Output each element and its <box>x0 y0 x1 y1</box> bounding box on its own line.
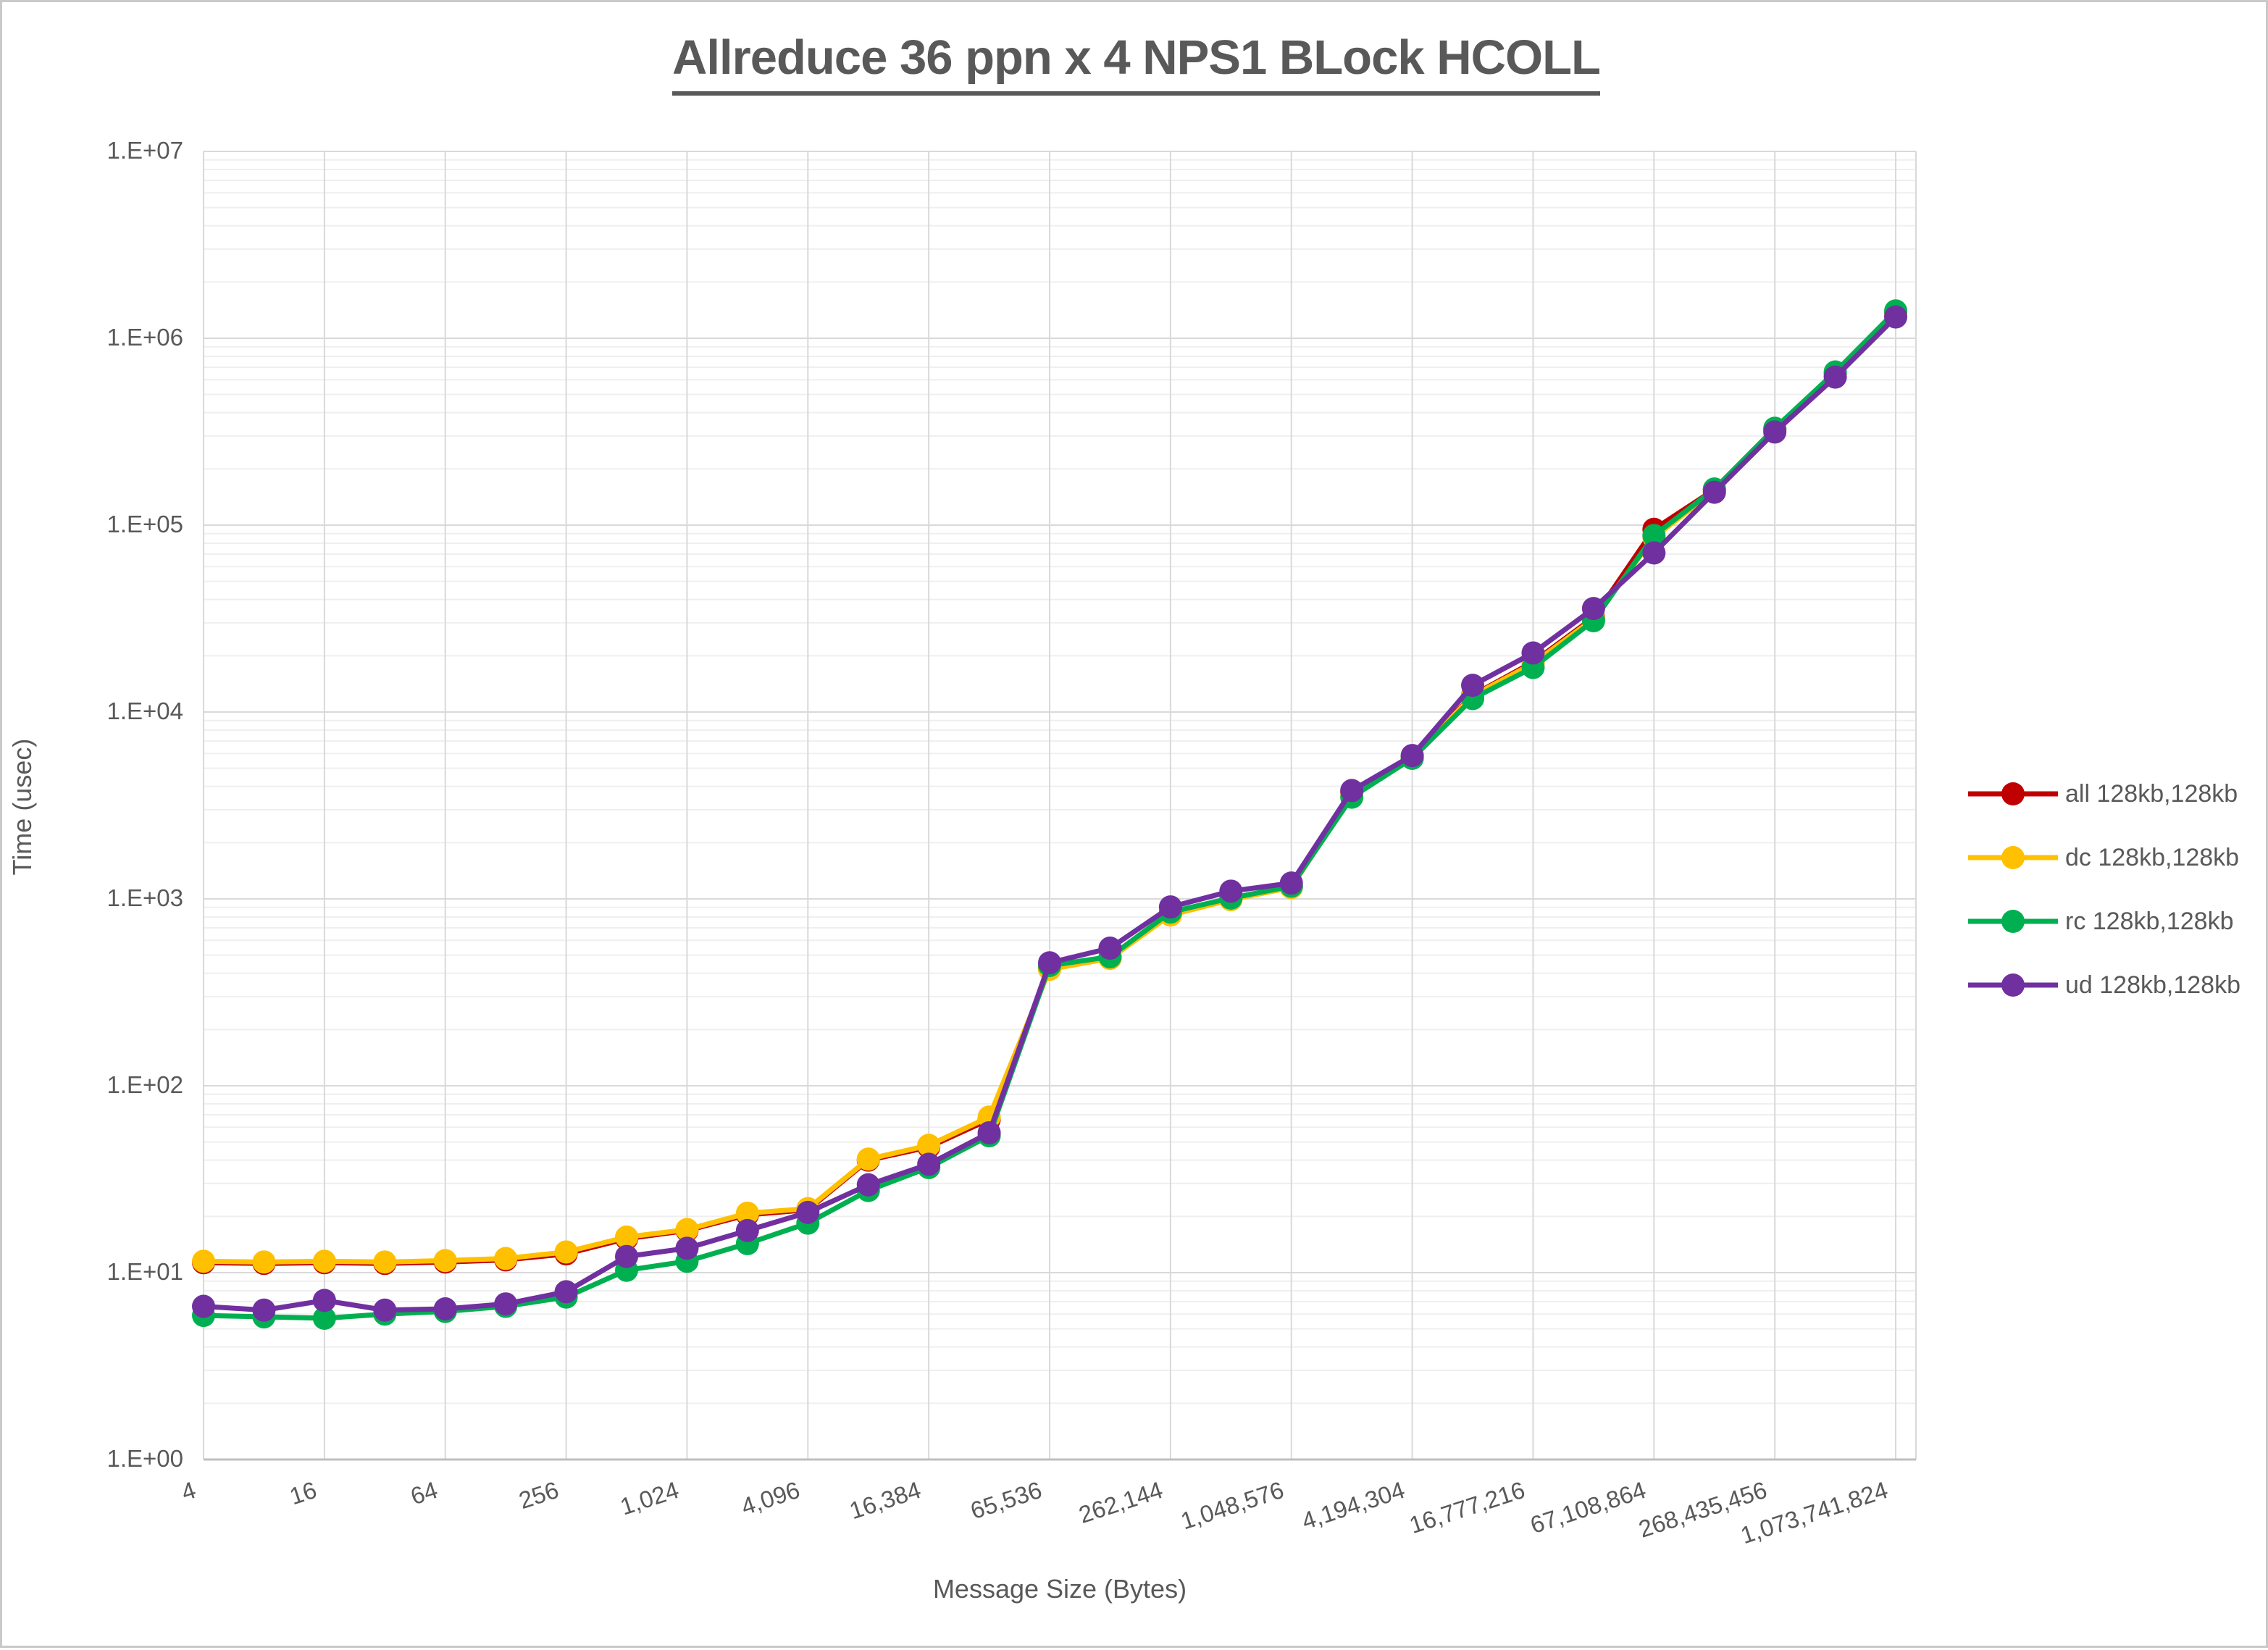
data-point-ud <box>675 1236 699 1260</box>
legend-item-rc: rc 128kb,128kb <box>1967 905 2234 937</box>
data-point-dc <box>252 1250 276 1274</box>
y-tick-label: 1.E+01 <box>106 1258 183 1285</box>
data-point-ud <box>373 1298 397 1322</box>
data-point-ud <box>192 1294 215 1318</box>
y-tick-label: 1.E+00 <box>106 1445 183 1472</box>
data-point-ud <box>1158 895 1182 919</box>
data-point-ud <box>615 1244 639 1268</box>
data-point-dc <box>433 1249 457 1273</box>
data-point-ud <box>1763 420 1787 444</box>
y-tick-label: 1.E+03 <box>106 884 183 911</box>
data-point-rc <box>312 1306 336 1330</box>
x-axis-title: Message Size (Bytes) <box>932 1574 1187 1604</box>
data-point-ud <box>856 1173 880 1197</box>
legend-label: dc 128kb,128kb <box>2065 843 2240 871</box>
y-tick-label: 1.E+02 <box>106 1071 183 1098</box>
data-point-ud <box>1461 674 1485 698</box>
data-point-ud <box>1581 597 1605 621</box>
data-point-ud <box>1400 744 1424 768</box>
data-point-ud <box>1521 641 1545 665</box>
data-point-rc <box>1642 524 1666 548</box>
data-point-ud <box>1219 879 1243 903</box>
data-point-dc <box>856 1147 880 1171</box>
data-point-dc <box>735 1201 759 1225</box>
data-point-dc <box>312 1249 336 1273</box>
data-point-ud <box>1823 365 1847 389</box>
data-point-ud <box>1642 541 1666 565</box>
data-point-ud <box>796 1200 820 1224</box>
legend-marker-icon <box>1968 782 2058 805</box>
data-point-dc <box>615 1225 639 1249</box>
legend-label: rc 128kb,128kb <box>2065 907 2234 935</box>
data-point-ud <box>494 1292 518 1316</box>
data-point-ud <box>1340 779 1364 803</box>
data-point-ud <box>312 1289 336 1312</box>
data-point-dc <box>554 1240 578 1264</box>
data-point-ud <box>554 1280 578 1304</box>
data-point-ud <box>252 1298 276 1322</box>
data-point-ud <box>735 1218 759 1242</box>
data-point-ud <box>1038 951 1062 975</box>
data-point-ud <box>1279 871 1303 895</box>
y-axis-title: Time (usec) <box>7 738 37 876</box>
chart-title: Allreduce 36 ppn x 4 NPS1 BLock HCOLL <box>2 30 2268 96</box>
data-point-dc <box>494 1247 518 1270</box>
y-tick-label: 1.E+06 <box>106 324 183 351</box>
legend-label: all 128kb,128kb <box>2065 779 2238 808</box>
legend-item-all: all 128kb,128kb <box>1967 778 2238 810</box>
data-point-dc <box>675 1218 699 1241</box>
data-point-ud <box>1702 480 1726 504</box>
data-point-dc <box>373 1250 397 1274</box>
legend-marker-icon <box>1968 973 2058 997</box>
data-point-ud <box>1098 937 1122 960</box>
data-point-ud <box>977 1121 1001 1144</box>
y-tick-label: 1.E+04 <box>106 698 183 724</box>
legend-marker-icon <box>1968 910 2058 933</box>
y-tick-label: 1.E+07 <box>106 137 183 164</box>
legend-marker-icon <box>1968 846 2058 869</box>
data-point-ud <box>433 1297 457 1321</box>
data-point-ud <box>917 1152 941 1176</box>
data-point-ud <box>1884 305 1908 329</box>
data-point-dc <box>192 1249 215 1273</box>
legend-item-dc: dc 128kb,128kb <box>1967 842 2239 874</box>
legend-item-ud: ud 128kb,128kb <box>1967 969 2240 1001</box>
y-tick-label: 1.E+05 <box>106 511 183 537</box>
legend-label: ud 128kb,128kb <box>2065 971 2240 999</box>
data-point-dc <box>917 1134 941 1157</box>
